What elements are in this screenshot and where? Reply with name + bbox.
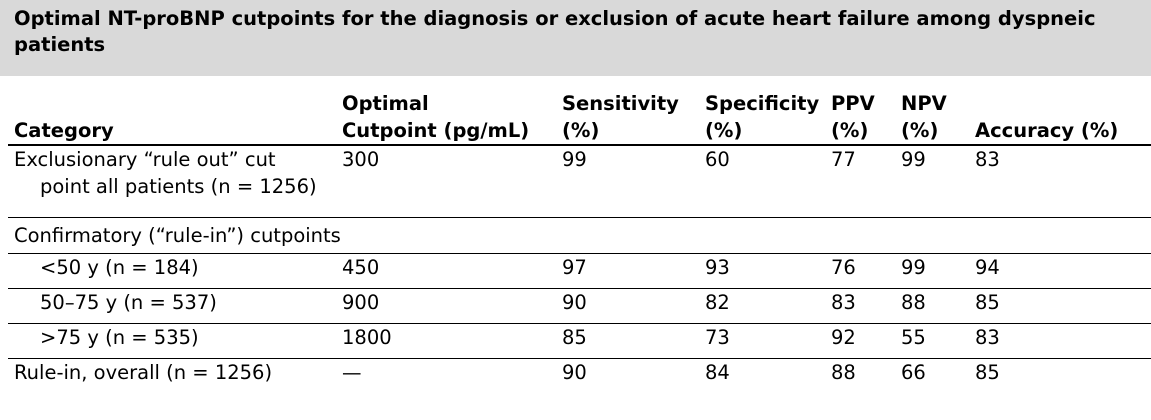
- table-row: Rule-in, overall (n = 1256) — 90 84 88 6…: [8, 358, 1151, 393]
- row-npv: 66: [901, 360, 926, 384]
- table-row: Exclusionary “rule out” cut point all pa…: [8, 145, 1151, 218]
- group-label: Confirmatory (“rule-in”) cutpoints: [8, 217, 1151, 254]
- row-npv: 99: [895, 145, 969, 218]
- row-specificity: 84: [705, 360, 730, 384]
- row-specificity: 93: [699, 253, 825, 289]
- table-title: Optimal NT-proBNP cutpoints for the diag…: [0, 0, 1151, 76]
- table-row: <50 y (n = 184) 450 97 93 76 99 94: [8, 253, 1151, 289]
- row-category: 50–75 y (n = 537): [8, 288, 336, 324]
- row-category: <50 y (n = 184): [8, 253, 336, 289]
- row-npv: 99: [895, 253, 969, 289]
- row-specificity: 73: [699, 323, 825, 359]
- row-accuracy: 85: [975, 360, 1000, 384]
- row-cutpoint: 450: [336, 253, 556, 289]
- header-ppv: PPV (%): [825, 88, 895, 146]
- row-category: Exclusionary “rule out” cut point all pa…: [8, 145, 336, 218]
- cutpoints-table: Category Optimal Cutpoint (pg/mL) Sensiti…: [8, 88, 1151, 393]
- row-accuracy: 85: [969, 288, 1151, 324]
- row-npv: 55: [895, 323, 969, 359]
- row-npv: 88: [895, 288, 969, 324]
- row-accuracy: 83: [969, 323, 1151, 359]
- row-cutpoint: —: [342, 360, 362, 384]
- row-ppv: 88: [831, 360, 856, 384]
- row-specificity: 82: [699, 288, 825, 324]
- row-accuracy: 94: [969, 253, 1151, 289]
- header-row: Category Optimal Cutpoint (pg/mL) Sensiti…: [8, 88, 1151, 146]
- header-category: Category: [8, 88, 336, 146]
- row-ppv: 92: [825, 323, 895, 359]
- row-category: Rule-in, overall (n = 1256): [14, 360, 273, 384]
- row-specificity: 60: [699, 145, 825, 218]
- table-row: 50–75 y (n = 537) 900 90 82 83 88 85: [8, 288, 1151, 324]
- header-specificity: Specificity (%): [699, 88, 825, 146]
- row-accuracy: 83: [969, 145, 1151, 218]
- row-sensitivity: 97: [556, 253, 699, 289]
- row-cutpoint: 900: [336, 288, 556, 324]
- header-npv: NPV (%): [895, 88, 969, 146]
- row-ppv: 83: [825, 288, 895, 324]
- header-cutpoint: Optimal Cutpoint (pg/mL): [336, 88, 556, 146]
- row-sensitivity: 85: [556, 323, 699, 359]
- row-sensitivity: 99: [556, 145, 699, 218]
- row-cutpoint: 1800: [336, 323, 556, 359]
- header-sensitivity: Sensitivity (%): [556, 88, 699, 146]
- table-row: >75 y (n = 535) 1800 85 73 92 55 83: [8, 323, 1151, 359]
- header-accuracy: Accuracy (%): [969, 88, 1151, 146]
- row-ppv: 76: [825, 253, 895, 289]
- row-cutpoint: 300: [336, 145, 556, 218]
- row-sensitivity: 90: [556, 288, 699, 324]
- row-ppv: 77: [825, 145, 895, 218]
- group-row: Confirmatory (“rule-in”) cutpoints: [8, 217, 1151, 254]
- row-sensitivity: 90: [562, 360, 587, 384]
- row-category: >75 y (n = 535): [8, 323, 336, 359]
